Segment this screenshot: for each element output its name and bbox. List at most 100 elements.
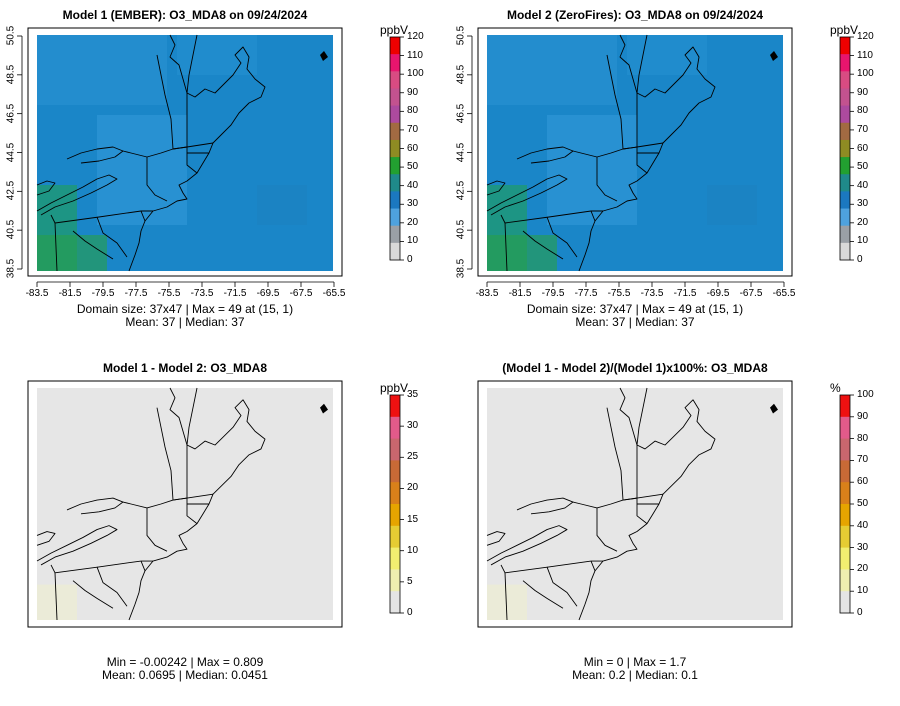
colorbar-tick-label-3-7: 30 [857, 541, 869, 553]
colorbar-tick-label-2-4: 15 [407, 513, 419, 525]
state-boundary-0-8 [187, 35, 197, 93]
island-2 [320, 403, 328, 414]
colorbar-tick-label-2-5: 10 [407, 544, 419, 556]
colorbar-segment-0-5 [390, 122, 400, 141]
x-tick-label-1-1: -81.5 [508, 288, 532, 299]
colorbar-tick-label-3-1: 90 [857, 410, 869, 422]
colorbar-tick-label-1-12: 0 [857, 254, 863, 265]
map-field-2 [37, 388, 333, 620]
x-tick-label-0-0: -83.5 [25, 288, 49, 299]
colorbar-segment-3-9 [840, 591, 850, 614]
colorbar-segment-1-9 [840, 191, 850, 210]
y-tick-label-1-1: 40.5 [455, 219, 467, 240]
x-tick-label-0-7: -69.5 [256, 288, 280, 299]
colorbar-tick-label-0-8: 40 [407, 179, 419, 191]
island-1 [770, 51, 778, 61]
stats-model2-line2: Mean: 37 | Median: 37 [575, 315, 695, 329]
colorbar-segment-2-4 [390, 482, 400, 505]
state-boundary-0-12 [73, 231, 113, 259]
stats-model1-line2: Mean: 37 | Median: 37 [125, 315, 245, 329]
colorbar-tick-label-2-0: 35 [407, 389, 419, 400]
colorbar-tick-label-1-8: 40 [857, 179, 869, 191]
colorbar-tick-label-0-1: 110 [407, 49, 423, 61]
colorbar-tick-label-2-3: 20 [407, 482, 419, 494]
state-boundary-3-8 [637, 388, 647, 445]
colorbar-tick-label-2-2: 25 [407, 451, 419, 463]
map-shade-0-4 [257, 185, 307, 225]
coastline-1 [579, 35, 715, 271]
stats-percent-difference-line2: Mean: 0.2 | Median: 0.1 [572, 668, 698, 682]
state-boundary-0-2 [51, 211, 153, 223]
state-boundary-1-8 [637, 35, 647, 93]
state-boundary-2-8 [187, 388, 197, 445]
colorbar-segment-1-4 [840, 105, 850, 124]
stats-percent-difference-line1: Min = 0 | Max = 1.7 [583, 655, 687, 669]
colorbar-segment-3-7 [840, 547, 850, 570]
colorbar-tick-label-0-7: 50 [407, 161, 419, 173]
y-tick-label-0-0: 38.5 [5, 258, 17, 279]
colorbar-segment-1-8 [840, 174, 850, 192]
colorbar-segment-0-1 [390, 54, 400, 72]
colorbar-tick-label-1-5: 70 [857, 123, 869, 135]
colorbar-segment-1-1 [840, 54, 850, 72]
colorbar-tick-label-3-9: 10 [857, 585, 869, 597]
x-tick-label-1-3: -77.5 [574, 288, 598, 299]
state-boundary-2-3 [55, 573, 57, 620]
colorbar-segment-0-10 [390, 208, 400, 227]
state-boundary-1-11 [547, 217, 577, 257]
colorbar-segment-1-12 [840, 242, 850, 261]
colorbar-tick-label-1-4: 80 [857, 105, 869, 117]
colorbar-segment-0-8 [390, 174, 400, 192]
state-boundary-3-3 [505, 573, 507, 620]
panel-title-percent-difference: (Model 1 - Model 2)/(Model 1)x100%: O3_M… [502, 361, 768, 375]
y-tick-label-0-5: 48.5 [5, 64, 17, 85]
colorbar-segment-1-6 [840, 139, 850, 158]
map-shade-0-1 [97, 115, 187, 225]
state-boundary-1-3 [505, 223, 507, 271]
colorbar-tick-label-0-4: 80 [407, 105, 419, 117]
colorbar-tick-label-3-2: 80 [857, 432, 869, 444]
x-tick-label-0-2: -79.5 [91, 288, 115, 299]
colorbar-segment-2-6 [390, 525, 400, 549]
colorbar-tick-label-3-5: 50 [857, 498, 869, 509]
colorbar-segment-0-9 [390, 191, 400, 210]
colorbar-segment-2-5 [390, 504, 400, 527]
x-tick-label-1-7: -69.5 [706, 288, 730, 299]
lake-erie-1 [487, 175, 567, 215]
state-boundary-1-2 [501, 211, 603, 223]
state-boundary-0-1 [147, 157, 167, 201]
colorbar-segment-0-0 [390, 37, 400, 55]
colorbar-tick-label-1-3: 90 [857, 86, 869, 98]
lake-erie-0 [37, 175, 117, 215]
x-tick-label-0-4: -75.5 [157, 288, 181, 299]
colorbar-segment-3-8 [840, 569, 850, 592]
colorbar-tick-label-3-0: 100 [857, 389, 874, 400]
state-boundary-3-11 [547, 567, 577, 606]
state-boundary-0-4 [141, 211, 145, 221]
colorbar-segment-2-7 [390, 547, 400, 570]
colorbar-unit-1: ppbV [830, 23, 859, 37]
colorbar-tick-label-3-8: 20 [857, 563, 869, 575]
map-shade-1-5 [627, 35, 707, 75]
stats-difference: Min = -0.00242 | Max = 0.809 Mean: 0.069… [28, 656, 342, 682]
map-layer-1 [487, 35, 783, 271]
stats-difference-line1: Min = -0.00242 | Max = 0.809 [106, 655, 264, 669]
state-boundary-2-4 [141, 561, 145, 571]
colorbar-segment-0-7 [390, 157, 400, 175]
coastline-0 [129, 35, 265, 271]
state-boundary-3-7 [623, 494, 663, 500]
colorbar-tick-label-0-11: 10 [407, 235, 419, 247]
map-border-2 [27, 380, 343, 628]
x-tick-label-1-8: -67.5 [739, 288, 763, 299]
x-tick-label-0-6: -71.5 [223, 288, 247, 299]
state-boundary-0-3 [55, 223, 57, 271]
lake-erie-2 [37, 526, 117, 565]
state-boundary-1-5 [607, 55, 623, 149]
colorbar-segment-3-6 [840, 525, 850, 549]
colorbar-segment-3-0 [840, 395, 850, 418]
stats-model1: Domain size: 37x47 | Max = 49 at (15, 1)… [28, 303, 342, 329]
map-shade-1-3 [487, 235, 557, 271]
map-layer-3 [487, 388, 783, 620]
colorbar-segment-2-1 [390, 416, 400, 440]
